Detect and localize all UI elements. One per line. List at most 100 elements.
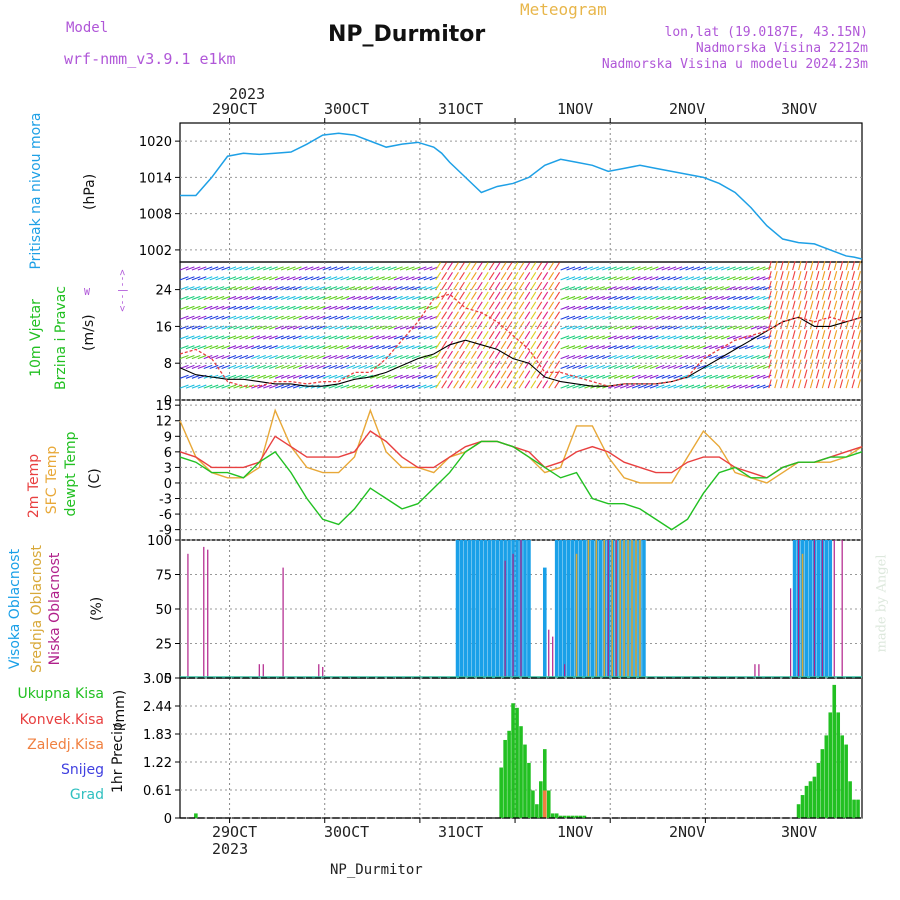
- wind-barb: [411, 384, 421, 389]
- high-cloud-bar: [487, 540, 492, 678]
- wind-barb: [185, 305, 195, 310]
- wind-barb: [596, 315, 605, 320]
- wind-barb: [744, 325, 754, 330]
- wind-barb: [803, 300, 808, 310]
- lonlat-label: lon,lat (19.0187E, 43.15N): [664, 25, 869, 40]
- wind-barb: [578, 305, 588, 310]
- wind-barb: [453, 350, 459, 359]
- wind-barb: [376, 266, 385, 271]
- wind-barb: [370, 374, 379, 379]
- wind-barb: [387, 345, 397, 350]
- high-cloud-bar: [554, 540, 559, 678]
- wind-barb: [554, 380, 561, 389]
- wind-barb: [608, 335, 617, 340]
- wind-barb: [809, 359, 814, 369]
- wind-barb: [197, 305, 207, 310]
- wind-barb: [233, 355, 243, 360]
- wind-barb: [423, 374, 433, 379]
- wind-barb: [476, 291, 483, 300]
- wind-barb: [221, 305, 231, 310]
- wind-barb: [613, 276, 623, 281]
- wind-barb: [459, 340, 465, 350]
- wind-barb: [494, 350, 501, 359]
- y-tick-label: 0.61: [143, 784, 172, 799]
- wind-barb: [619, 325, 629, 330]
- wind-barb: [792, 349, 796, 359]
- wind-barb: [286, 295, 296, 301]
- wind-barb: [411, 364, 421, 369]
- total-rain-bar: [499, 767, 503, 818]
- wind-barb: [726, 295, 736, 301]
- wind-barb: [328, 305, 338, 310]
- wind-barb: [590, 266, 600, 271]
- wind-barb: [697, 305, 707, 310]
- wind-barb: [435, 370, 442, 379]
- wind-barb: [809, 310, 814, 320]
- wind-barb: [732, 374, 742, 379]
- wind-barb: [679, 384, 689, 389]
- wind-barb: [364, 315, 374, 320]
- wind-barb: [839, 349, 844, 359]
- wind-barb: [310, 276, 320, 281]
- wind-barb: [322, 374, 332, 379]
- wind-barb: [613, 335, 623, 340]
- legend-total-rain: Ukupna Kisa: [17, 686, 104, 702]
- wind-barb: [494, 340, 501, 350]
- total-rain-bar: [796, 804, 801, 818]
- wind-barb: [649, 355, 659, 360]
- wind-barb: [453, 360, 459, 369]
- wind-barb: [292, 345, 302, 350]
- wind-barb: [423, 315, 433, 320]
- wind-barb: [405, 266, 415, 271]
- wind-barb: [715, 364, 724, 369]
- wind-barb: [269, 315, 278, 320]
- wind-barb: [280, 266, 290, 271]
- wind-barb: [322, 315, 332, 320]
- wind-barb: [328, 374, 338, 379]
- wind-barb: [578, 286, 588, 291]
- wind-barb: [750, 315, 760, 320]
- wind-barb: [358, 355, 368, 360]
- conv-rain-bar: [542, 790, 547, 818]
- wind-barb: [774, 369, 778, 379]
- wind-barb: [732, 355, 742, 360]
- wind-barb: [560, 374, 570, 379]
- mid-cloud-bar: [635, 540, 637, 678]
- wind-barb: [821, 330, 826, 340]
- wind-barb: [637, 345, 647, 350]
- wind-barb: [518, 291, 525, 300]
- wind-barb: [500, 262, 507, 271]
- wind-barb: [554, 262, 561, 271]
- wind-barb: [851, 300, 856, 310]
- y-tick-label: 2.44: [143, 700, 172, 715]
- low-cloud-bar: [821, 540, 823, 678]
- wind-barb: [661, 295, 671, 301]
- wind-barb: [637, 335, 647, 340]
- wind-barb: [530, 321, 537, 330]
- wind-barb: [512, 370, 519, 379]
- wind-barb: [310, 345, 320, 350]
- wind-barb: [613, 374, 623, 379]
- wind-barb: [625, 335, 635, 340]
- wind-barb: [179, 335, 189, 340]
- wind-barb: [524, 311, 531, 320]
- wind-barb: [518, 301, 525, 310]
- wind-barb: [637, 286, 647, 291]
- wind-barb: [352, 374, 362, 379]
- wind-barb: [423, 355, 433, 360]
- wind-barb: [376, 295, 385, 301]
- wind-barb: [602, 315, 611, 320]
- wind-barb: [512, 380, 519, 389]
- wind-barb: [453, 370, 459, 379]
- wind-barb: [809, 290, 814, 300]
- wind-barb: [269, 266, 278, 271]
- wind-barb: [661, 266, 671, 271]
- wind-barb: [227, 355, 237, 360]
- high-cloud-bar: [527, 540, 531, 678]
- wind-barb: [399, 374, 409, 379]
- wind-barb: [524, 301, 531, 310]
- wind-barb: [809, 349, 814, 359]
- wind-barb: [578, 335, 588, 340]
- wind-barb: [780, 271, 784, 280]
- wind-barb: [572, 325, 582, 330]
